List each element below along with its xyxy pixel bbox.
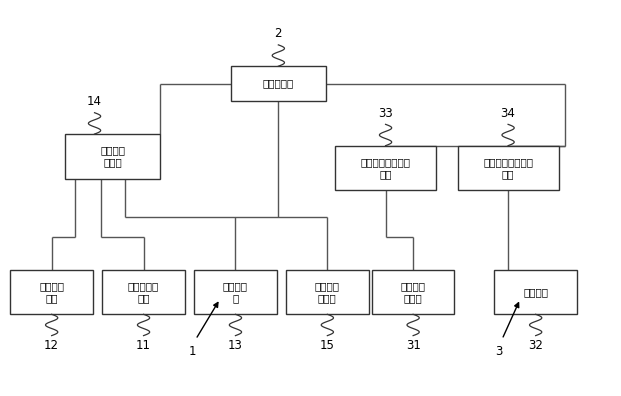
- Text: 14: 14: [87, 95, 102, 108]
- Bar: [335, 146, 436, 190]
- Text: 现场数据
处理器: 现场数据 处理器: [101, 145, 125, 167]
- Text: 第一条码扫
描器: 第一条码扫 描器: [128, 281, 159, 303]
- Text: 第二客户端数据处
理器: 第二客户端数据处 理器: [483, 157, 533, 179]
- Text: 13: 13: [228, 339, 243, 352]
- Text: 温湿度传
感器: 温湿度传 感器: [39, 281, 64, 303]
- Text: 打印设备: 打印设备: [523, 287, 548, 297]
- Bar: [194, 270, 277, 314]
- Text: 3: 3: [495, 345, 502, 358]
- Text: 中心服务器: 中心服务器: [263, 79, 294, 89]
- Text: 1: 1: [189, 345, 196, 358]
- Bar: [286, 270, 369, 314]
- Text: 图像采集
器: 图像采集 器: [223, 281, 248, 303]
- Text: 31: 31: [406, 339, 420, 352]
- Text: 12: 12: [44, 339, 59, 352]
- Bar: [494, 270, 577, 314]
- Bar: [65, 134, 160, 179]
- Bar: [372, 270, 455, 314]
- Text: 15: 15: [320, 339, 335, 352]
- Bar: [231, 66, 326, 101]
- Text: 第一客户端数据处
理器: 第一客户端数据处 理器: [361, 157, 410, 179]
- Text: 11: 11: [136, 339, 151, 352]
- Bar: [102, 270, 185, 314]
- Text: 33: 33: [378, 107, 393, 120]
- Bar: [11, 270, 93, 314]
- Text: 2: 2: [274, 27, 282, 40]
- Text: 32: 32: [528, 339, 543, 352]
- Text: 第一条码
扫描器: 第一条码 扫描器: [401, 281, 425, 303]
- Text: 焊机参数
检测器: 焊机参数 检测器: [315, 281, 340, 303]
- Text: 34: 34: [501, 107, 515, 120]
- Bar: [458, 146, 559, 190]
